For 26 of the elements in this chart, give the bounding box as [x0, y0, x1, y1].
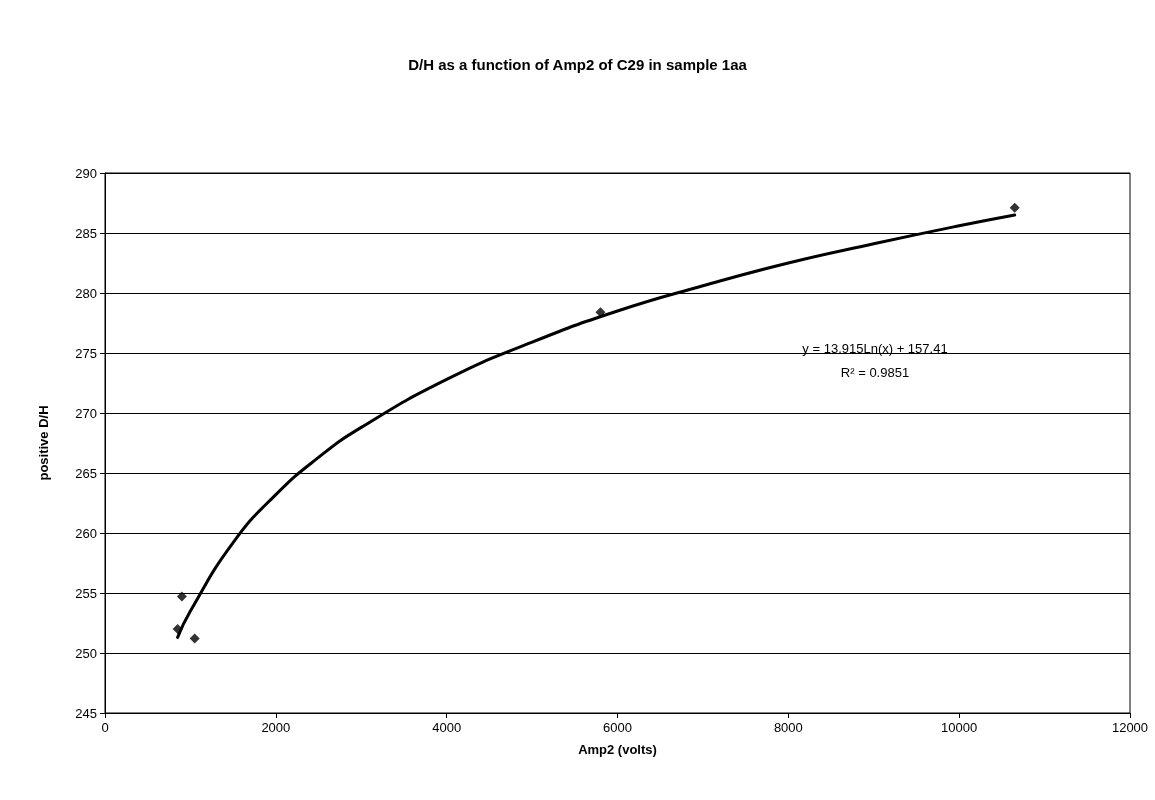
point	[189, 633, 200, 644]
x-tick-label: 6000	[603, 720, 632, 735]
annotation: y = 13.915Ln(x) + 157.41	[802, 340, 948, 356]
x-axis-title: Amp2 (volts)	[578, 742, 657, 757]
point	[176, 591, 187, 602]
x-tick-label: 0	[101, 720, 109, 735]
y-tick-label: 265	[75, 465, 97, 481]
x-tick-label: 4000	[432, 720, 462, 735]
y-axis-title: positive D/H	[36, 405, 51, 481]
y-tick-label: 260	[75, 525, 97, 541]
y-tick-label: 270	[75, 405, 97, 421]
y-tick-label: 275	[75, 345, 97, 361]
y-tick-label: 285	[75, 225, 97, 241]
x-tick-label: 2000	[261, 720, 291, 735]
x-tick-label: 8000	[773, 720, 803, 735]
y-tick-label: 280	[75, 285, 97, 301]
point	[172, 624, 183, 634]
annotation: R² = 0.9851	[840, 364, 910, 380]
y-tick-label: 245	[75, 705, 97, 721]
x-tick-label: 12000	[1111, 720, 1149, 735]
y-tick-label: 290	[75, 165, 97, 181]
point	[1009, 202, 1020, 213]
x-tick-label: 10000	[941, 720, 978, 735]
y-tick-label: 250	[75, 645, 97, 661]
y-tick-label: 255	[75, 585, 97, 601]
chart-title: D/H as a function of Amp2 of C29 in sample 1aa	[408, 56, 748, 73]
